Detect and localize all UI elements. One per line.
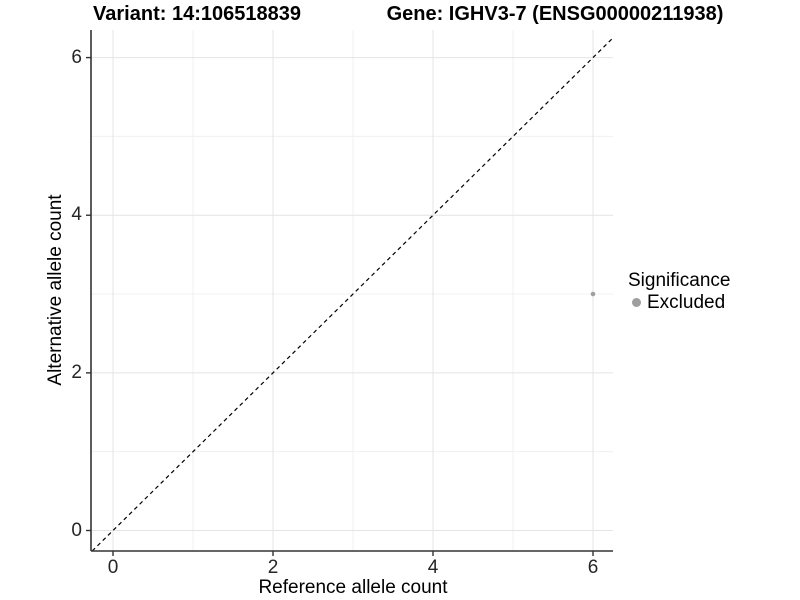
data-point <box>590 291 596 297</box>
x-tick-label: 6 <box>587 557 599 578</box>
y-tick-label: 2 <box>71 361 82 383</box>
y-tick-label: 0 <box>71 519 82 541</box>
legend-item-excluded: Excluded <box>632 292 730 313</box>
x-tick-label: 2 <box>267 557 279 578</box>
x-tick-label: 4 <box>427 557 439 578</box>
identity-line <box>91 37 614 552</box>
plot-title-gene: Gene: IGHV3-7 (ENSG00000211938) <box>386 3 724 25</box>
legend-title: Significance <box>628 270 731 291</box>
y-tick-label: 6 <box>71 46 82 68</box>
legend-item-label: Excluded <box>647 292 726 313</box>
x-tick-label: 0 <box>107 557 119 578</box>
y-tick-label: 4 <box>71 204 82 226</box>
x-axis-title: Reference allele count <box>258 577 448 598</box>
legend-key-dot-icon <box>632 298 641 307</box>
plot-title-variant: Variant: 14:106518839 <box>93 3 301 25</box>
legend: Significance Excluded <box>628 270 730 313</box>
